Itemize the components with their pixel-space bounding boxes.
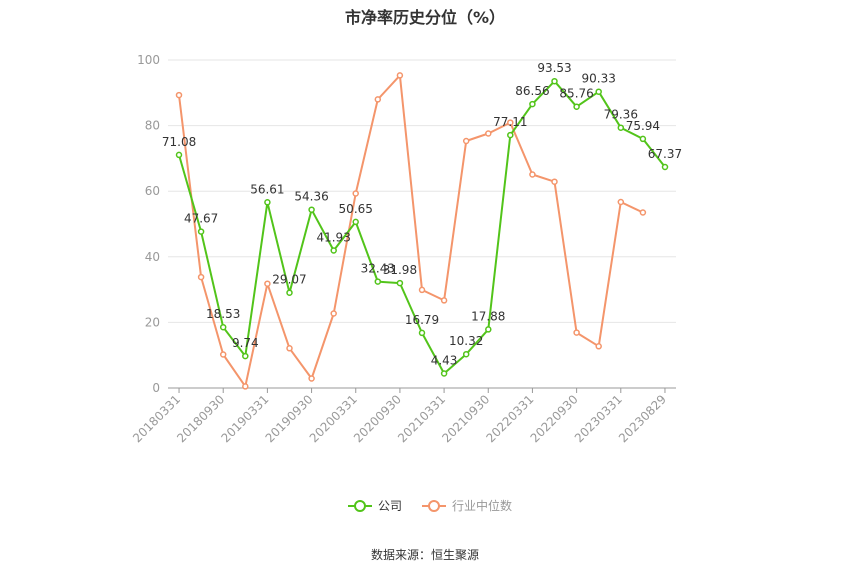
data-label: 86.56 (515, 84, 549, 98)
data-label: 56.61 (250, 182, 284, 196)
data-label: 67.37 (648, 147, 682, 161)
data-point-company (529, 100, 536, 108)
data-point-company (175, 151, 183, 159)
data-point-company (617, 124, 625, 131)
data-point-company (573, 103, 580, 110)
y-tick-label: 0 (152, 381, 160, 395)
data-point-industry-median (573, 329, 580, 336)
data-point-industry-median (418, 286, 426, 294)
data-point-company (219, 323, 227, 331)
data-point-company (374, 278, 382, 285)
data-point-company (264, 199, 271, 206)
data-point-company (352, 218, 359, 226)
data-point-industry-median (440, 297, 448, 304)
data-point-industry-median (462, 137, 470, 145)
y-tick-label: 80 (145, 119, 160, 133)
data-label: 47.67 (184, 212, 218, 226)
data-label: 85.76 (559, 87, 593, 101)
data-point-industry-median (374, 96, 382, 103)
data-label: 16.79 (405, 313, 439, 327)
chart-title: 市净率历史分位（%） (344, 8, 506, 27)
data-point-industry-median (242, 383, 249, 390)
data-label: 31.98 (383, 263, 417, 277)
data-point-industry-median (595, 343, 602, 350)
data-label: 9.74 (232, 336, 259, 350)
data-label: 93.53 (537, 61, 571, 75)
data-point-industry-median (396, 72, 404, 79)
data-point-company (396, 279, 404, 287)
data-point-industry-median (308, 375, 315, 382)
legend-swatch-marker (354, 500, 366, 512)
data-point-company (286, 289, 293, 296)
y-tick-label: 20 (145, 315, 160, 329)
data-point-industry-median (330, 310, 337, 317)
y-tick-label: 100 (137, 53, 160, 67)
data-point-company (242, 352, 249, 360)
y-tick-label: 40 (145, 250, 160, 264)
data-point-company (418, 329, 426, 337)
legend-swatch-marker (428, 500, 440, 512)
data-label: 50.65 (339, 202, 373, 216)
data-point-company (595, 88, 602, 95)
data-label: 17.88 (471, 309, 505, 323)
data-point-company (661, 163, 669, 171)
data-point-industry-median (551, 178, 558, 185)
data-label: 79.36 (604, 108, 638, 122)
data-label: 77.11 (493, 115, 527, 129)
data-label: 4.43 (431, 353, 458, 367)
x-tick-label: 20230829 (616, 392, 669, 445)
data-point-industry-median (507, 119, 514, 126)
data-point-industry-median (485, 130, 492, 137)
data-label: 90.33 (582, 72, 616, 86)
data-point-company (330, 247, 337, 254)
data-label: 10.32 (449, 334, 483, 348)
data-label: 18.53 (206, 307, 240, 321)
data-point-industry-median (264, 280, 271, 287)
data-point-industry-median (197, 273, 205, 281)
data-source-note: 数据来源：恒生聚源 (370, 548, 479, 562)
data-label: 41.93 (316, 230, 350, 244)
data-point-industry-median (617, 198, 625, 206)
data-label: 29.07 (272, 273, 306, 287)
data-point-company (485, 326, 492, 333)
data-point-company (462, 350, 470, 358)
data-point-company (507, 131, 514, 139)
y-tick-label: 60 (145, 184, 160, 198)
data-point-industry-median (639, 209, 647, 216)
data-label: 71.08 (162, 135, 196, 149)
series-line-industry-median (178, 74, 644, 388)
data-point-industry-median (286, 345, 293, 352)
data-point-industry-median (219, 351, 227, 358)
data-point-industry-median (352, 190, 359, 197)
data-point-company (440, 370, 448, 377)
data-point-industry-median (175, 91, 183, 99)
data-point-company (551, 77, 558, 85)
data-point-company (308, 206, 315, 213)
data-label: 75.94 (626, 119, 660, 133)
legend-label: 公司 (378, 499, 402, 513)
data-point-industry-median (529, 171, 536, 178)
data-point-company (197, 228, 205, 235)
data-point-company (639, 135, 647, 143)
legend-label: 行业中位数 (452, 498, 512, 513)
data-label: 54.36 (294, 190, 328, 204)
data-label: 32.43 (361, 262, 395, 276)
